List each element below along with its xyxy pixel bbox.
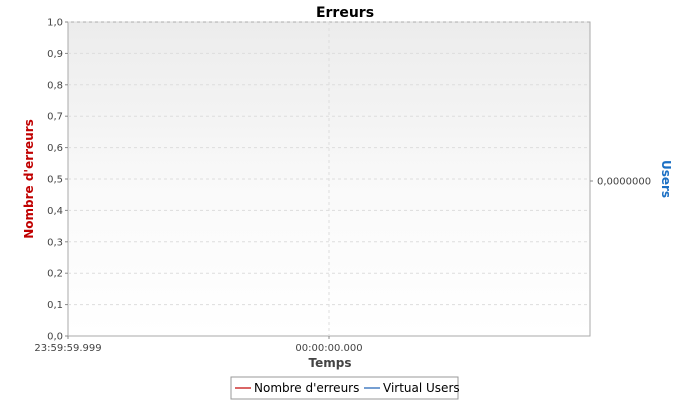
x-tick-label: 00:00:00.000 [295,343,362,354]
y-axis-left-label: Nombre d'erreurs [22,119,36,239]
y-left-tick-label: 0,6 [47,143,63,154]
x-tick-label: 23:59:59.999 [34,343,101,354]
legend-box [230,376,459,400]
y-left-tick-label: 0,9 [47,49,63,60]
y-left-tick-label: 0,4 [47,206,63,217]
y-left-tick-label: 0,1 [47,300,63,311]
y-left-tick-label: 0,3 [47,237,63,248]
x-axis-label: Temps [309,356,352,370]
left-y-axis: 0,0 0,1 0,2 0,3 0,4 0,5 0,6 0,7 0,8 0,9 1,0 [47,18,68,343]
grid-lines [68,21,590,336]
x-axis: 23:59:59.999 00:00:00.000 [34,336,363,354]
legend: Nombre d'erreurs Virtual Users [230,376,460,400]
y-left-tick-label: 0,8 [47,80,63,91]
y-right-tick-label: 0,0000000 [597,177,651,188]
right-y-axis: 0,0000000 [590,177,651,188]
y-left-tick-label: 0,5 [47,175,63,186]
chart-title: Erreurs [316,5,374,21]
y-left-tick-label: 1,0 [47,18,63,29]
y-axis-right-label: Users [659,160,673,198]
y-left-tick-label: 0,7 [47,112,63,123]
y-left-tick-label: 0,2 [47,269,63,280]
y-left-tick-label: 0,0 [47,332,63,343]
legend-label-errors: Nombre d'erreurs [254,381,359,395]
legend-label-virtual-users: Virtual Users [383,381,460,395]
